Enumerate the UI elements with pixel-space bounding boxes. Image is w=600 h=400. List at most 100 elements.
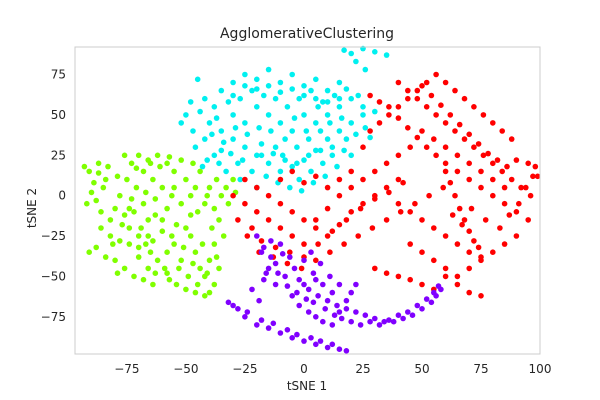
scatter-point [211, 205, 218, 212]
scatter-point [277, 120, 284, 126]
x-tick-label: −25 [232, 362, 257, 376]
scatter-point [107, 233, 114, 239]
scatter-point [126, 205, 133, 212]
scatter-point [395, 152, 402, 159]
scatter-point [414, 302, 421, 309]
scatter-point [452, 87, 458, 94]
scatter-point [242, 200, 248, 207]
scatter-point [317, 338, 324, 344]
scatter-point [206, 289, 213, 296]
scatter-point [310, 299, 317, 306]
scatter-point [372, 265, 378, 272]
scatter-point [336, 346, 343, 353]
scatter-point [223, 184, 229, 191]
scatter-point [301, 83, 307, 89]
scatter-point [126, 225, 133, 231]
scatter-point [466, 289, 473, 296]
scatter-point [211, 281, 218, 288]
scatter-point [478, 254, 484, 260]
scatter-point [152, 212, 159, 218]
scatter-point [336, 104, 343, 110]
scatter-point [504, 163, 510, 170]
scatter-point [164, 270, 170, 277]
scatter-point [320, 99, 326, 105]
scatter-point [513, 233, 520, 239]
scatter-point [277, 241, 284, 247]
scatter-point [313, 217, 319, 223]
scatter-point [301, 112, 307, 118]
scatter-point [256, 297, 262, 304]
scatter-point [313, 120, 319, 126]
scatter-point [86, 249, 92, 255]
scatter-point [199, 163, 206, 170]
scatter-point [317, 128, 324, 134]
scatter-point [159, 228, 166, 234]
scatter-point [452, 128, 458, 134]
scatter-point [197, 265, 203, 272]
scatter-point [159, 217, 166, 223]
scatter-point [265, 66, 272, 73]
scatter-point [268, 238, 274, 244]
scatter-point [171, 184, 177, 191]
scatter-point [454, 152, 461, 159]
scatter-point [466, 228, 473, 234]
scatter-point [324, 87, 331, 94]
scatter-point [329, 228, 336, 234]
x-tick-label: 75 [473, 362, 488, 376]
scatter-point [501, 184, 508, 191]
scatter-point [112, 205, 118, 212]
scatter-point [121, 212, 128, 218]
x-tick-label: 0 [300, 362, 308, 376]
scatter-point [419, 281, 425, 288]
scatter-point [216, 160, 222, 167]
scatter-point [178, 257, 184, 264]
scatter-point [272, 95, 279, 102]
scatter-point [336, 176, 343, 183]
scatter-point [348, 120, 355, 126]
scatter-point [454, 168, 461, 175]
scatter-point [178, 157, 184, 163]
scatter-point [242, 176, 248, 183]
scatter-point [102, 176, 109, 183]
scatter-point [154, 257, 161, 264]
scatter-point [145, 217, 151, 223]
scatter-point [313, 276, 319, 283]
scatter-point [261, 244, 267, 251]
scatter-point [315, 293, 321, 299]
scatter-point [140, 200, 147, 207]
scatter-point [187, 99, 194, 105]
scatter-point [197, 108, 203, 115]
scatter-point [232, 125, 239, 131]
x-tick-label: 100 [529, 362, 552, 376]
y-tick-label: −50 [41, 269, 66, 283]
scatter-point [367, 128, 373, 134]
scatter-point [230, 192, 236, 199]
scatter-point [530, 173, 536, 180]
scatter-point [442, 168, 449, 175]
scatter-point [343, 348, 350, 354]
scatter-point [317, 260, 324, 267]
scatter-point [527, 192, 534, 199]
scatter-point [202, 136, 208, 142]
scatter-point [192, 184, 199, 191]
scatter-point [367, 318, 373, 325]
scatter-point [114, 173, 121, 180]
scatter-point [324, 344, 331, 351]
scatter-point [253, 152, 260, 159]
scatter-point [180, 244, 187, 251]
scatter-point [140, 276, 147, 283]
scatter-point [152, 196, 159, 202]
scatter-point [270, 320, 277, 327]
scatter-point [228, 150, 234, 157]
y-tick-label: 75 [51, 68, 66, 82]
scatter-point [308, 168, 314, 175]
scatter-point [327, 120, 333, 126]
scatter-point [454, 281, 461, 288]
scatter-point [320, 281, 326, 288]
scatter-point [433, 112, 439, 118]
scatter-point [343, 306, 350, 312]
scatter-point [190, 128, 196, 134]
scatter-point [423, 104, 430, 110]
scatter-point [289, 168, 296, 175]
x-tick-label: 50 [414, 362, 429, 376]
